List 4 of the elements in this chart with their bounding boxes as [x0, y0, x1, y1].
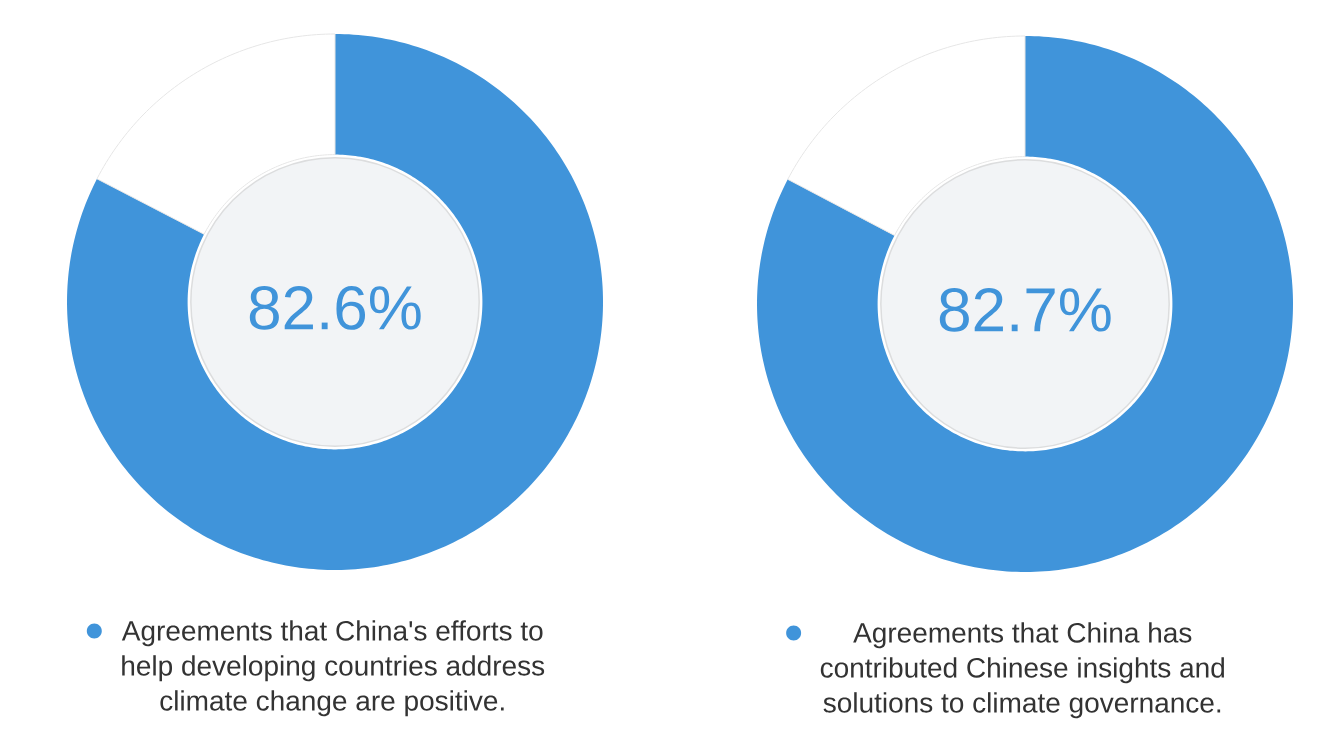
legend-label: Agreements that China has contributed Chinese insights and solutions to climate governance. [820, 622, 1224, 719]
legend-label: Agreements that China's efforts to help developing countries address climate change are positive. [121, 620, 545, 717]
data-label: 82.6% [249, 285, 421, 330]
data-label: 82.7% [939, 287, 1111, 332]
